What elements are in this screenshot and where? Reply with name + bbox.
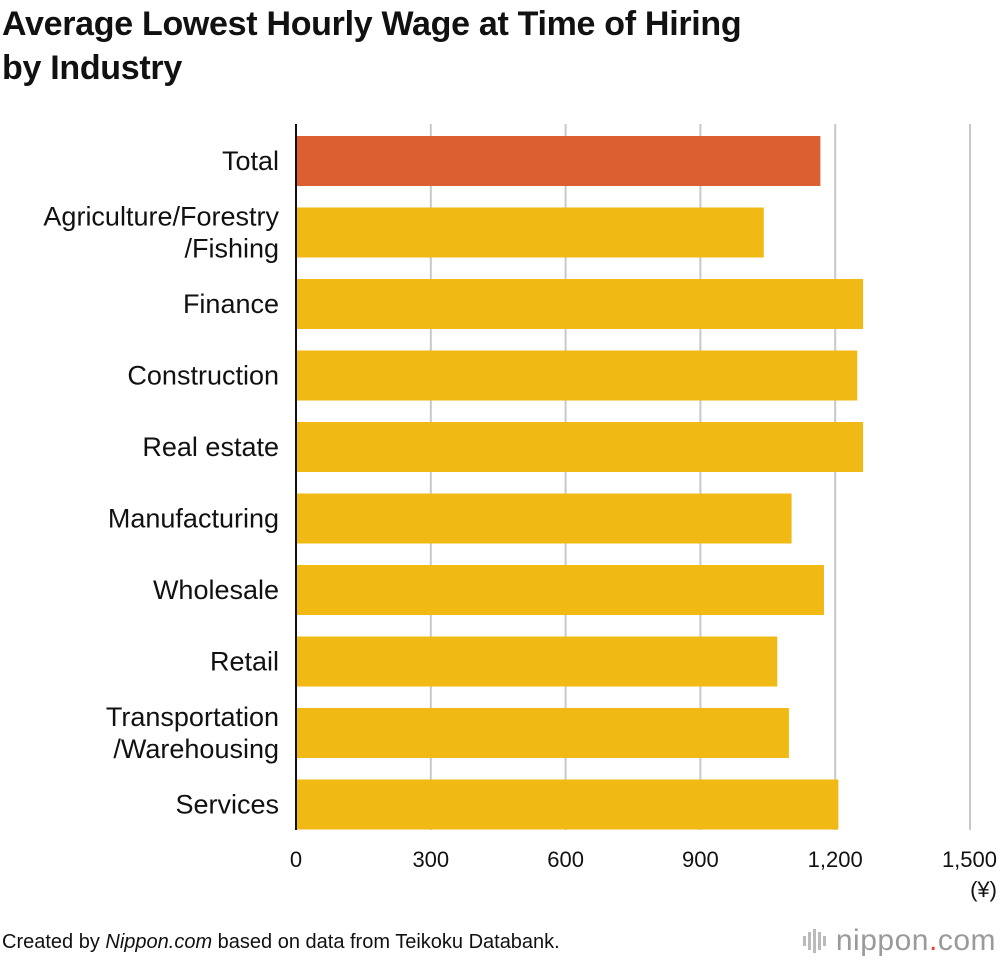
chart-title: Average Lowest Hourly Wage at Time of Hi… <box>2 2 992 90</box>
category-label-1-line-0: Agriculture/Forestry <box>43 202 279 232</box>
logo-wordmark: nippon.com <box>835 924 996 957</box>
bar-0 <box>296 136 821 186</box>
bars <box>296 136 864 830</box>
logo-bars-icon <box>802 929 826 953</box>
bar-2 <box>296 279 864 329</box>
category-label-7: Retail <box>210 647 279 677</box>
tick-labels: 0 300 600 900 1,200 1,500 (¥) <box>290 847 997 902</box>
category-label-5: Manufacturing <box>108 504 279 534</box>
x-tick-label-1500: 1,500 <box>942 847 997 872</box>
x-tick-label-300: 300 <box>412 847 449 872</box>
category-label-2: Finance <box>183 289 279 319</box>
title-line-1: Average Lowest Hourly Wage at Time of Hi… <box>2 5 742 43</box>
x-tick-label-600: 600 <box>547 847 584 872</box>
source-prefix: Created by <box>2 931 106 953</box>
unit-label: (¥) <box>970 877 997 902</box>
category-label-4: Real estate <box>142 432 279 462</box>
bar-9 <box>296 779 839 830</box>
x-tick-label-1200: 1,200 <box>808 847 863 872</box>
bar-3 <box>296 350 858 401</box>
bar-8 <box>296 708 789 758</box>
category-label-1-line-1: /Fishing <box>184 234 279 264</box>
category-label-0: Total <box>222 146 279 176</box>
category-label-8-line-1: /Warehousing <box>113 734 279 764</box>
bar-7 <box>296 636 778 687</box>
source-site: Nippon.com <box>105 931 213 953</box>
source-suffix: based on data from Teikoku Databank. <box>212 931 560 953</box>
category-label-6: Wholesale <box>153 575 279 605</box>
nippon-logo: nippon.com <box>802 924 996 958</box>
category-label-3: Construction <box>127 361 279 391</box>
x-tick-label-900: 900 <box>682 847 719 872</box>
bar-6 <box>296 565 824 615</box>
bar-5 <box>296 493 792 544</box>
source-note: Created by Nippon.com based on data from… <box>2 931 560 954</box>
bar-1 <box>296 207 764 258</box>
x-tick-label-0: 0 <box>290 847 302 872</box>
bar-4 <box>296 422 864 472</box>
category-label-8-line-0: Transportation <box>106 702 279 732</box>
category-labels: Total Agriculture/Forestry/Fishing Finance… <box>43 146 279 820</box>
title-line-2: by Industry <box>2 49 182 87</box>
category-label-9: Services <box>175 790 279 820</box>
